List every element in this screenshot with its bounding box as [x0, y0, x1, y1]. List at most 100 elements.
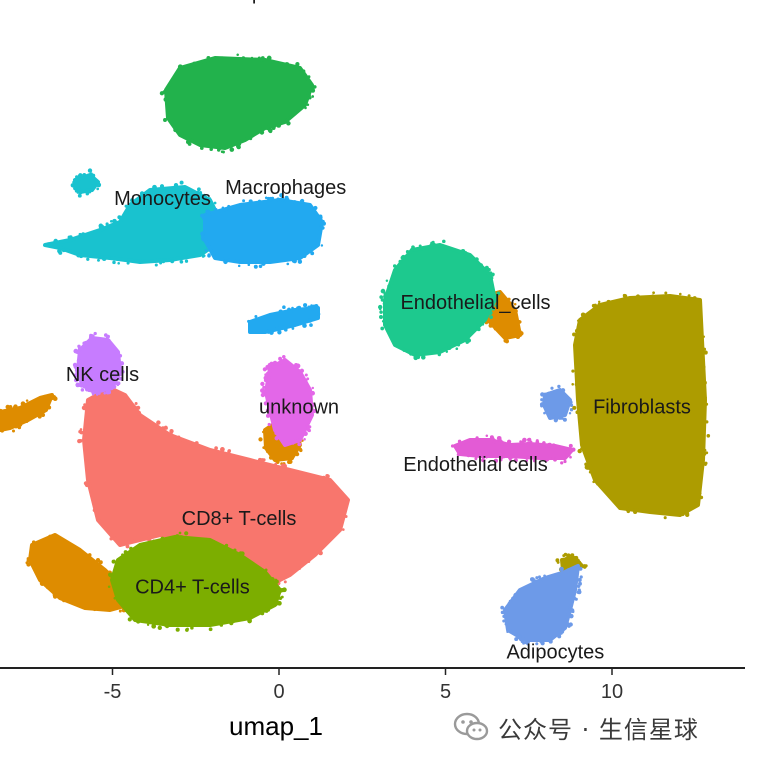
- cell-point: [111, 537, 115, 540]
- cell-point: [98, 560, 103, 565]
- cluster-unknown: [260, 355, 317, 447]
- cell-point: [474, 257, 479, 262]
- cell-point: [203, 193, 206, 197]
- cell-point: [550, 386, 554, 390]
- cell-point: [528, 455, 534, 461]
- cell-point: [195, 190, 200, 195]
- cell-point: [626, 509, 631, 514]
- cell-point: [583, 565, 587, 569]
- cell-point: [506, 630, 509, 633]
- cell-point: [119, 367, 123, 371]
- cell-point: [466, 338, 472, 343]
- cell-point: [301, 69, 306, 74]
- cell-point: [563, 392, 567, 396]
- cell-point: [500, 605, 505, 610]
- cell-point: [258, 437, 263, 442]
- cell-point: [578, 419, 581, 422]
- cell-point: [380, 298, 385, 302]
- cell-point: [79, 173, 83, 178]
- cell-point: [77, 438, 82, 444]
- cell-point: [569, 408, 574, 412]
- cell-point: [259, 458, 265, 463]
- cell-point: [276, 123, 282, 128]
- cell-point: [307, 318, 312, 323]
- cell-point: [83, 403, 87, 407]
- cell-point: [198, 192, 203, 197]
- cell-point: [274, 579, 279, 584]
- point-layer: [0, 53, 711, 646]
- cell-point: [220, 56, 224, 60]
- cell-point: [308, 96, 312, 100]
- cluster-label: unknown: [259, 397, 339, 419]
- cell-point: [380, 326, 385, 331]
- cell-point: [263, 445, 268, 450]
- cell-point: [185, 628, 189, 632]
- cell-point: [325, 474, 330, 478]
- cell-point: [78, 232, 82, 236]
- cell-point: [26, 562, 31, 567]
- cell-point: [584, 464, 590, 470]
- cell-point: [321, 221, 326, 226]
- cell-point: [311, 95, 315, 98]
- cell-point: [266, 55, 272, 61]
- cell-point: [526, 456, 529, 460]
- cell-point: [283, 580, 287, 584]
- cell-point: [20, 401, 26, 407]
- x-tick-label: 0: [273, 681, 284, 703]
- cell-point: [47, 405, 52, 410]
- cell-point: [382, 302, 386, 306]
- cell-point: [154, 263, 158, 267]
- cell-point: [287, 459, 293, 465]
- cell-point: [447, 345, 452, 351]
- cell-point: [278, 309, 283, 314]
- cell-point: [265, 408, 270, 412]
- cell-point: [130, 199, 136, 205]
- cell-point: [398, 259, 403, 264]
- cell-point: [124, 550, 128, 554]
- cluster-label: Neutrophils: [192, 0, 293, 5]
- x-axis-ticks: -5 0 5 10: [104, 668, 623, 703]
- cell-point: [450, 444, 455, 448]
- cell-point: [308, 307, 312, 310]
- cell-point: [495, 294, 499, 298]
- cell-point: [200, 231, 205, 236]
- cell-point: [570, 553, 575, 558]
- cell-point: [542, 441, 546, 445]
- cell-point: [703, 396, 707, 400]
- extra-cell-cluster: [0, 393, 58, 433]
- cell-point: [71, 183, 75, 188]
- cell-point: [184, 259, 189, 263]
- extra-cell-cluster: [539, 384, 574, 423]
- cell-point: [278, 596, 283, 601]
- cluster-label: CD4+ T-cells: [135, 577, 250, 599]
- cell-point: [575, 410, 580, 415]
- cell-point: [567, 568, 571, 572]
- cell-point: [297, 305, 302, 310]
- cell-point: [269, 454, 273, 459]
- cell-point: [206, 55, 211, 60]
- cell-point: [84, 482, 90, 488]
- cell-point: [89, 173, 92, 177]
- cell-point: [282, 305, 286, 309]
- cell-point: [37, 414, 42, 419]
- cell-point: [31, 540, 36, 544]
- cell-point: [265, 125, 270, 131]
- cell-point: [597, 300, 601, 304]
- cell-point: [491, 274, 494, 277]
- cell-point: [286, 262, 290, 266]
- cell-point: [291, 327, 295, 330]
- cell-point: [485, 434, 489, 438]
- cell-point: [205, 537, 209, 541]
- cell-point: [72, 362, 78, 368]
- cell-point: [517, 634, 522, 640]
- cell-point: [577, 588, 581, 592]
- x-tick-label: 10: [601, 681, 623, 703]
- cluster-label: Endothelial cells: [403, 454, 548, 476]
- cell-point: [76, 364, 80, 367]
- cell-point: [273, 124, 277, 128]
- cell-point: [58, 250, 63, 255]
- cell-point: [175, 534, 180, 539]
- cell-point: [311, 386, 315, 390]
- cell-point: [112, 260, 116, 265]
- cell-point: [526, 441, 531, 446]
